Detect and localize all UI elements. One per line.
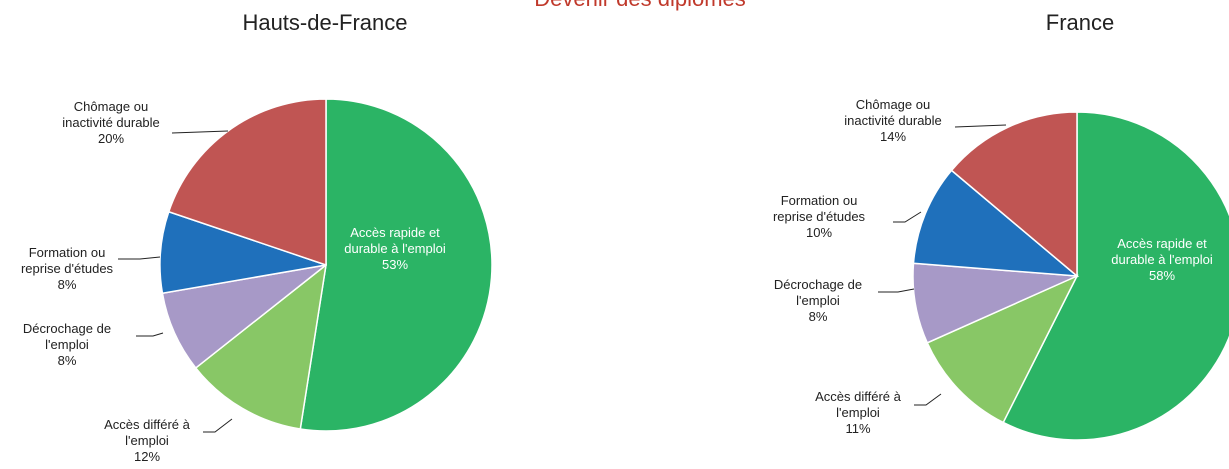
hdf-leader-line-decrochage	[136, 332, 164, 337]
hdf-label-decrochage: Décrochage de l'emploi 8%	[23, 321, 111, 368]
fr-label-acces-rapide-line-2: 58%	[1149, 268, 1175, 283]
hdf-label-chomage: Chômage ou inactivité durable 20%	[62, 99, 160, 146]
clipped-main-title: Devenir des diplômés	[500, 0, 780, 12]
chart-title-france: France	[1045, 10, 1115, 35]
hdf-label-decrochage-line-1: l'emploi	[45, 337, 89, 352]
hdf-label-acces-differe-line-0: Accès différé à	[104, 417, 191, 432]
hdf-slice-acces-differe	[194, 263, 328, 430]
fr-label-acces-rapide: Accès rapide et durable à l'emploi 58%	[1111, 236, 1213, 283]
hdf-label-acces-differe-line-2: 12%	[134, 449, 160, 464]
hdf-slice-chomage	[167, 98, 327, 267]
hdf-label-chomage-line-2: 20%	[98, 131, 124, 146]
fr-label-chomage-line-2: 14%	[880, 129, 906, 144]
fr-label-formation-line-1: reprise d'études	[773, 209, 866, 224]
fr-label-acces-differe-line-1: l'emploi	[836, 405, 880, 420]
fr-label-formation: Formation ou reprise d'études 10%	[773, 193, 866, 240]
fr-slice-acces-rapide	[1002, 111, 1229, 441]
fr-leader-line-acces-differe	[914, 393, 942, 406]
fr-leader-line-decrochage	[878, 288, 915, 293]
hdf-label-formation-line-0: Formation ou	[29, 245, 106, 260]
fr-slice-chomage	[950, 111, 1078, 278]
fr-slice-formation	[912, 169, 1080, 277]
fr-label-acces-rapide-line-0: Accès rapide et	[1117, 236, 1207, 251]
hdf-label-acces-differe: Accès différé à l'emploi 12%	[104, 417, 191, 464]
fr-leader-line-formation	[893, 211, 922, 223]
hdf-label-formation: Formation ou reprise d'études 8%	[21, 245, 114, 292]
fr-label-acces-differe-line-2: 11%	[845, 421, 870, 436]
hdf-leader-line-chomage	[171, 130, 229, 134]
chart-title-hauts-de-france: Hauts-de-France	[242, 10, 408, 35]
hdf-label-acces-rapide: Accès rapide et durable à l'emploi 53%	[344, 225, 446, 272]
hdf-label-acces-differe-line-1: l'emploi	[125, 433, 169, 448]
fr-label-acces-differe: Accès différé à l'emploi 11%	[815, 389, 902, 436]
hdf-label-acces-rapide-line-0: Accès rapide et	[350, 225, 440, 240]
fr-leader-line-chomage	[954, 124, 1007, 128]
hdf-leader-line-acces-differe	[203, 418, 233, 433]
hdf-label-formation-line-2: 8%	[58, 277, 77, 292]
hdf-label-chomage-line-0: Chômage ou	[74, 99, 148, 114]
fr-label-decrochage-line-0: Décrochage de	[774, 277, 862, 292]
hdf-label-acces-rapide-line-2: 53%	[382, 257, 408, 272]
hdf-slice-acces-rapide	[299, 98, 493, 432]
fr-label-acces-differe-line-0: Accès différé à	[815, 389, 902, 404]
fr-label-chomage: Chômage ou inactivité durable 14%	[844, 97, 942, 144]
fr-label-decrochage: Décrochage de l'emploi 8%	[774, 277, 862, 324]
hdf-label-decrochage-line-2: 8%	[58, 353, 77, 368]
fr-label-decrochage-line-2: 8%	[809, 309, 828, 324]
fr-label-formation-line-0: Formation ou	[781, 193, 858, 208]
fr-label-formation-line-2: 10%	[806, 225, 832, 240]
hdf-label-acces-rapide-line-1: durable à l'emploi	[344, 241, 446, 256]
fr-label-decrochage-line-1: l'emploi	[796, 293, 840, 308]
hdf-label-formation-line-1: reprise d'études	[21, 261, 114, 276]
hdf-label-chomage-line-1: inactivité durable	[62, 115, 160, 130]
hdf-leader-line-formation	[118, 256, 161, 260]
fr-slice-acces-differe	[926, 274, 1079, 424]
fr-label-chomage-line-0: Chômage ou	[856, 97, 930, 112]
hdf-label-decrochage-line-0: Décrochage de	[23, 321, 111, 336]
fr-label-acces-rapide-line-1: durable à l'emploi	[1111, 252, 1213, 267]
fr-label-chomage-line-1: inactivité durable	[844, 113, 942, 128]
